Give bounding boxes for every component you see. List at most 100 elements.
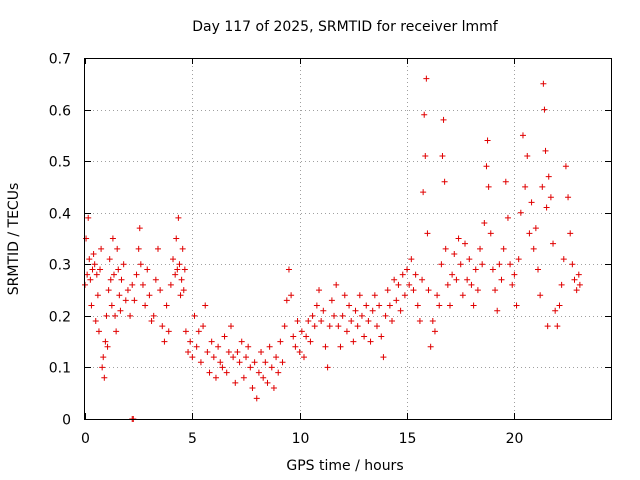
data-point xyxy=(576,281,583,288)
data-point xyxy=(544,323,551,330)
data-point xyxy=(441,178,448,185)
data-point xyxy=(528,199,535,206)
data-point xyxy=(109,235,116,242)
data-point xyxy=(114,245,121,252)
data-point xyxy=(487,230,494,237)
data-point xyxy=(524,152,531,159)
data-point xyxy=(419,276,426,283)
data-point xyxy=(326,323,333,330)
data-point xyxy=(208,338,215,345)
data-point xyxy=(337,343,344,350)
data-point xyxy=(393,297,400,304)
grid xyxy=(85,58,611,419)
data-point xyxy=(172,271,179,278)
y-tick-label: 0.5 xyxy=(49,155,71,171)
data-point xyxy=(146,292,153,299)
data-point xyxy=(223,369,230,376)
data-point xyxy=(115,266,122,273)
data-point xyxy=(462,240,469,247)
data-point xyxy=(451,250,458,257)
data-point xyxy=(554,323,561,330)
data-point xyxy=(502,178,509,185)
data-point xyxy=(468,281,475,288)
data-point xyxy=(215,343,222,350)
data-point xyxy=(113,328,120,335)
data-point xyxy=(135,245,142,252)
data-point xyxy=(328,297,335,304)
data-point xyxy=(439,152,446,159)
data-point xyxy=(251,359,258,366)
data-point xyxy=(136,225,143,232)
data-point xyxy=(95,328,102,335)
data-point xyxy=(290,333,297,340)
data-point xyxy=(99,364,106,371)
data-point xyxy=(420,189,427,196)
data-point xyxy=(281,323,288,330)
data-point xyxy=(219,364,226,371)
data-point xyxy=(515,256,522,263)
data-point xyxy=(175,214,182,221)
data-point xyxy=(545,173,552,180)
data-point xyxy=(543,204,550,211)
data-point xyxy=(485,183,492,190)
data-point xyxy=(489,266,496,273)
data-point xyxy=(565,194,572,201)
data-point xyxy=(277,338,284,345)
data-point xyxy=(444,281,451,288)
data-point xyxy=(575,271,582,278)
data-point xyxy=(449,271,456,278)
data-point xyxy=(481,220,488,227)
data-point xyxy=(442,245,449,252)
data-point xyxy=(507,261,514,268)
data-point xyxy=(101,374,108,381)
data-point xyxy=(131,297,138,304)
data-point xyxy=(87,276,94,283)
data-point xyxy=(446,302,453,309)
data-point xyxy=(361,333,368,340)
data-point xyxy=(108,302,115,309)
data-point xyxy=(408,256,415,263)
data-point xyxy=(331,312,338,319)
data-point xyxy=(91,261,98,268)
data-point xyxy=(260,374,267,381)
data-point xyxy=(436,302,443,309)
tick-labels: 0 0.1 0.2 0.3 0.4 0.5 0.6 0.7 0 5 10 15 20 xyxy=(49,52,524,448)
data-point xyxy=(552,307,559,314)
data-point xyxy=(137,261,144,268)
data-point xyxy=(382,312,389,319)
data-point xyxy=(427,343,434,350)
data-point xyxy=(513,302,520,309)
data-point xyxy=(104,343,111,350)
data-point xyxy=(335,323,342,330)
data-point xyxy=(550,240,557,247)
data-point xyxy=(273,354,280,361)
data-point xyxy=(316,287,323,294)
data-point xyxy=(116,292,123,299)
data-point xyxy=(571,276,578,283)
data-point xyxy=(562,163,569,170)
data-point xyxy=(453,276,460,283)
data-point xyxy=(459,292,466,299)
data-point xyxy=(83,235,90,242)
data-point xyxy=(106,256,113,263)
data-point xyxy=(152,276,159,283)
data-point xyxy=(300,354,307,361)
data-point xyxy=(401,292,408,299)
data-point xyxy=(346,302,353,309)
data-point xyxy=(187,338,194,345)
data-point xyxy=(492,287,499,294)
data-point xyxy=(322,343,329,350)
data-point xyxy=(117,307,124,314)
data-point xyxy=(438,261,445,268)
data-point xyxy=(547,194,554,201)
data-point xyxy=(399,271,406,278)
data-point xyxy=(234,348,241,355)
data-point xyxy=(517,209,524,216)
data-point xyxy=(204,348,211,355)
data-point xyxy=(266,343,273,350)
x-tick-label: 20 xyxy=(506,431,524,447)
data-point xyxy=(179,245,186,252)
data-point xyxy=(221,333,228,340)
data-point xyxy=(292,343,299,350)
data-point xyxy=(320,307,327,314)
